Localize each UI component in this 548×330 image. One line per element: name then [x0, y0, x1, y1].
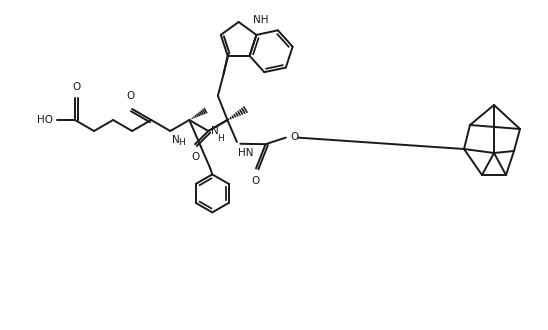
Text: HN: HN: [238, 148, 253, 158]
Text: N: N: [172, 135, 180, 145]
Text: H: H: [178, 138, 185, 147]
Text: O: O: [291, 132, 299, 142]
Text: O: O: [251, 177, 259, 186]
Text: H: H: [218, 134, 224, 143]
Text: N: N: [212, 126, 219, 136]
Text: NH: NH: [253, 15, 268, 25]
Text: O: O: [191, 152, 199, 162]
Text: HO: HO: [37, 115, 53, 125]
Text: O: O: [126, 91, 134, 101]
Text: O: O: [72, 82, 81, 92]
